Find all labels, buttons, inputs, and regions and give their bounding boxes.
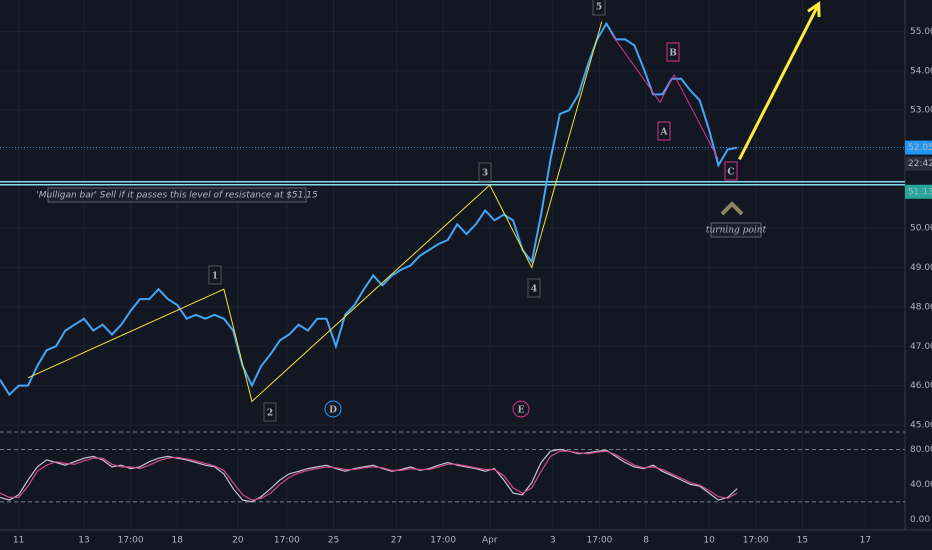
x-tick-label: 17:00 — [118, 536, 144, 546]
wave-label-box — [263, 402, 277, 422]
wave-label: C — [727, 168, 734, 178]
x-tick-label: 8 — [643, 536, 649, 546]
x-tick-label: Apr — [482, 536, 498, 546]
y-tick-label: 53.00 — [910, 106, 932, 116]
wave-label-box — [657, 121, 671, 141]
indicator-tick-label: 40.00 — [910, 480, 932, 490]
x-tick-label: 17:00 — [274, 536, 300, 546]
last-price-label: 52.05 — [908, 143, 932, 153]
x-tick-label: 25 — [328, 536, 339, 546]
wave-label: D — [329, 406, 337, 416]
wave-label: E — [518, 406, 525, 416]
wave-label: 5 — [596, 3, 602, 13]
x-tick-label: 20 — [232, 536, 244, 546]
wave-label: 1 — [212, 272, 218, 282]
wave-label-box — [527, 278, 541, 298]
wave-label-circle — [324, 400, 342, 418]
x-tick-label: 17:00 — [743, 536, 769, 546]
arrow — [738, 3, 821, 161]
x-tick-label: 18 — [172, 536, 184, 546]
wave-label: 4 — [531, 285, 537, 295]
wave-label: A — [660, 128, 669, 138]
x-tick-label: 17:00 — [430, 536, 456, 546]
x-tick-label: 11 — [13, 536, 24, 546]
wave-label-box — [592, 0, 606, 16]
turning-chevron — [720, 201, 744, 216]
price-line — [0, 21, 738, 397]
countdown-box — [905, 156, 932, 171]
wave-label: 2 — [267, 409, 273, 419]
x-tick-label: 13 — [78, 536, 89, 546]
wave-label: 3 — [482, 169, 488, 179]
y-tick-label: 50.00 — [910, 224, 932, 234]
x-tick-label: 17:00 — [586, 536, 612, 546]
wave-label-box — [666, 42, 680, 62]
turning-text: turning point — [706, 226, 767, 236]
indicator-line — [0, 450, 738, 501]
y-tick-label: 49.00 — [910, 263, 932, 273]
wave-label-box — [724, 161, 738, 181]
x-tick-label: 15 — [797, 536, 808, 546]
last-price-box — [905, 140, 932, 155]
turning-box — [710, 222, 762, 238]
indicator-tick-label: 80.00 — [910, 445, 932, 455]
y-tick-label: 46.00 — [910, 381, 932, 391]
x-tick-label: 10 — [703, 536, 715, 546]
wave-label: B — [669, 49, 677, 59]
arrow-head — [807, 1, 821, 17]
note-text: 'Mulligan bar' Sell if it passes this le… — [36, 191, 318, 201]
y-tick-label: 47.00 — [910, 342, 932, 352]
y-tick-label: 55.00 — [910, 27, 932, 37]
wave-label-box — [208, 265, 222, 285]
x-tick-label: 27 — [391, 536, 402, 546]
wave-label-circle — [512, 400, 530, 418]
wave-line — [610, 33, 719, 160]
wave-line — [27, 21, 603, 403]
x-tick-label: 17 — [860, 536, 871, 546]
indicator-line — [0, 448, 738, 503]
y-tick-label: 48.00 — [910, 302, 932, 312]
wave-label-box — [478, 162, 492, 182]
x-tick-label: 3 — [550, 536, 556, 546]
note-box — [47, 187, 307, 203]
indicator-tick-label: 0.00 — [910, 515, 930, 525]
countdown-label: 22:42 — [908, 159, 932, 169]
resistance-box — [905, 184, 932, 199]
y-tick-label: 54.00 — [910, 66, 932, 76]
y-tick-label: 45.00 — [910, 421, 932, 431]
resistance-label: 51.13 — [908, 187, 932, 197]
